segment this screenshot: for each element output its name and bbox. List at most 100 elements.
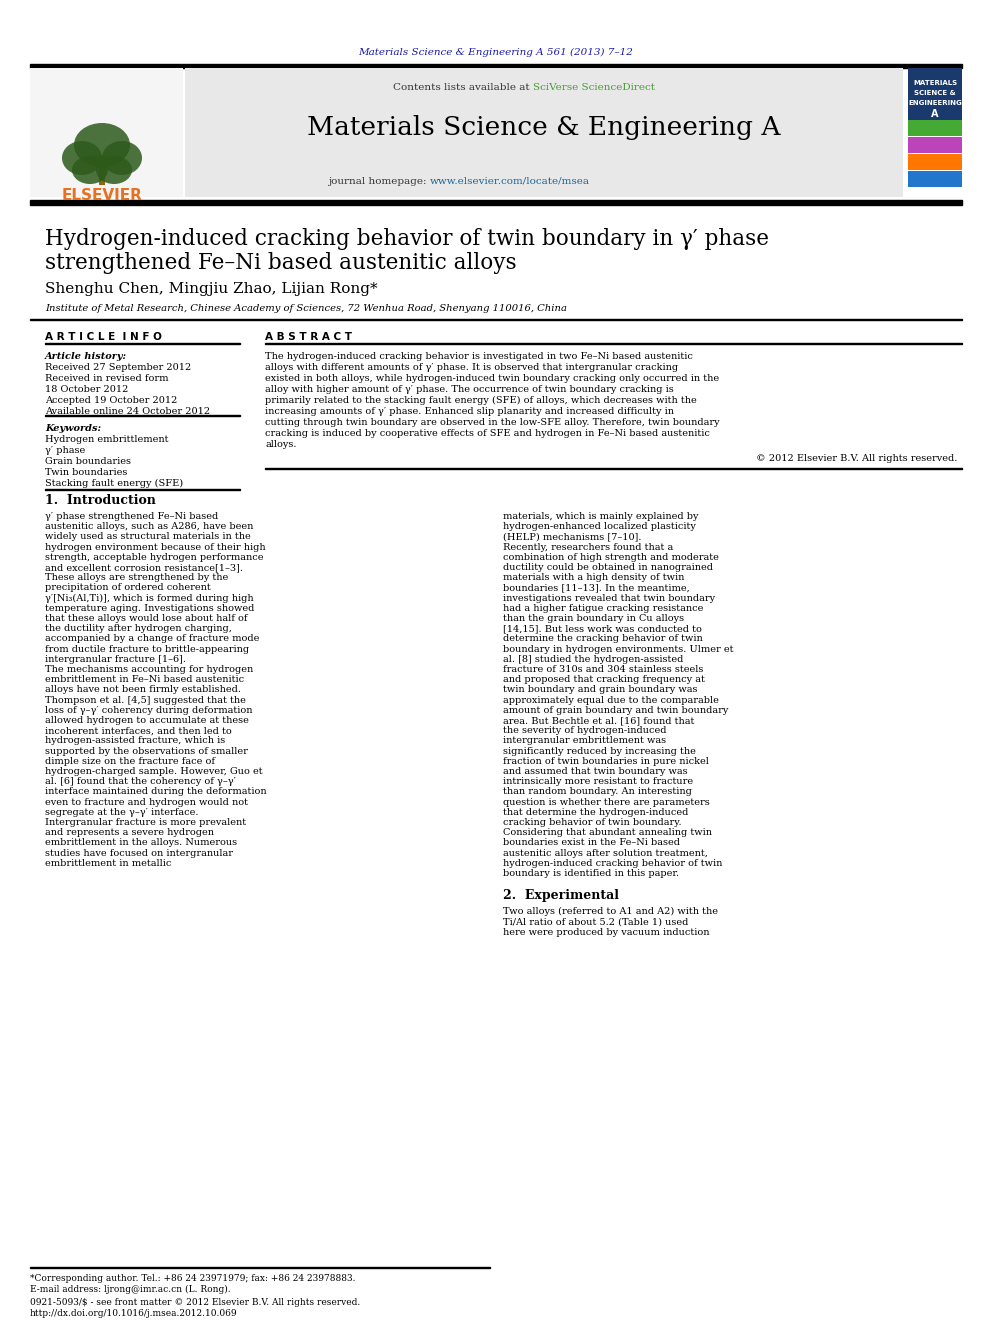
Text: cracking is induced by cooperative effects of SFE and hydrogen in Fe–Ni based au: cracking is induced by cooperative effec…	[265, 429, 710, 438]
Text: SCIENCE &: SCIENCE &	[915, 90, 956, 97]
Text: segregate at the γ–γ′ interface.: segregate at the γ–γ′ interface.	[45, 808, 198, 816]
Text: Article history:: Article history:	[45, 352, 127, 361]
Text: *Corresponding author. Tel.: +86 24 23971979; fax: +86 24 23978883.: *Corresponding author. Tel.: +86 24 2397…	[30, 1274, 355, 1283]
Text: [14,15]. But less work was conducted to: [14,15]. But less work was conducted to	[503, 624, 702, 634]
Text: Ti/Al ratio of about 5.2 (Table 1) used: Ti/Al ratio of about 5.2 (Table 1) used	[503, 917, 688, 926]
Text: that determine the hydrogen-induced: that determine the hydrogen-induced	[503, 808, 688, 816]
Text: materials with a high density of twin: materials with a high density of twin	[503, 573, 684, 582]
Text: dimple size on the fracture face of: dimple size on the fracture face of	[45, 757, 215, 766]
Text: A R T I C L E  I N F O: A R T I C L E I N F O	[45, 332, 162, 343]
Text: Grain boundaries: Grain boundaries	[45, 456, 131, 466]
Text: question is whether there are parameters: question is whether there are parameters	[503, 798, 709, 807]
Ellipse shape	[96, 156, 132, 184]
Text: hydrogen-charged sample. However, Guo et: hydrogen-charged sample. However, Guo et	[45, 767, 263, 777]
Text: intrinsically more resistant to fracture: intrinsically more resistant to fracture	[503, 777, 693, 786]
Text: boundary is identified in this paper.: boundary is identified in this paper.	[503, 869, 680, 878]
Text: 0921-5093/$ - see front matter © 2012 Elsevier B.V. All rights reserved.: 0921-5093/$ - see front matter © 2012 El…	[30, 1298, 360, 1307]
Text: that these alloys would lose about half of: that these alloys would lose about half …	[45, 614, 247, 623]
Bar	[30, 64, 962, 67]
Text: hydrogen environment because of their high: hydrogen environment because of their hi…	[45, 542, 266, 552]
Text: Contents lists available at: Contents lists available at	[393, 83, 533, 93]
Text: http://dx.doi.org/10.1016/j.msea.2012.10.069: http://dx.doi.org/10.1016/j.msea.2012.10…	[30, 1308, 238, 1318]
Text: studies have focused on intergranular: studies have focused on intergranular	[45, 848, 233, 857]
Text: austenitic alloys, such as A286, have been: austenitic alloys, such as A286, have be…	[45, 523, 253, 532]
Text: and assumed that twin boundary was: and assumed that twin boundary was	[503, 767, 687, 777]
Text: journal homepage:: journal homepage:	[328, 177, 430, 187]
Text: Materials Science & Engineering A 561 (2013) 7–12: Materials Science & Engineering A 561 (2…	[358, 48, 634, 57]
Text: Intergranular fracture is more prevalent: Intergranular fracture is more prevalent	[45, 818, 246, 827]
Text: interface maintained during the deformation: interface maintained during the deformat…	[45, 787, 267, 796]
Text: γ′ phase strengthened Fe–Ni based: γ′ phase strengthened Fe–Ni based	[45, 512, 218, 521]
Text: even to fracture and hydrogen would not: even to fracture and hydrogen would not	[45, 798, 248, 807]
Text: strengthened Fe–Ni based austenitic alloys: strengthened Fe–Ni based austenitic allo…	[45, 251, 517, 274]
Text: Twin boundaries: Twin boundaries	[45, 468, 127, 478]
Text: 18 October 2012: 18 October 2012	[45, 385, 128, 394]
Text: primarily related to the stacking fault energy (SFE) of alloys, which decreases : primarily related to the stacking fault …	[265, 396, 696, 405]
Text: Keywords:: Keywords:	[45, 423, 101, 433]
Text: existed in both alloys, while hydrogen-induced twin boundary cracking only occur: existed in both alloys, while hydrogen-i…	[265, 374, 719, 382]
Text: Hydrogen-induced cracking behavior of twin boundary in γ′ phase: Hydrogen-induced cracking behavior of tw…	[45, 228, 769, 250]
Text: alloys.: alloys.	[265, 441, 297, 448]
Text: and represents a severe hydrogen: and represents a severe hydrogen	[45, 828, 214, 837]
Text: ELSEVIER: ELSEVIER	[62, 188, 143, 202]
Text: the severity of hydrogen-induced: the severity of hydrogen-induced	[503, 726, 667, 736]
Text: area. But Bechtle et al. [16] found that: area. But Bechtle et al. [16] found that	[503, 716, 694, 725]
Text: Received 27 September 2012: Received 27 September 2012	[45, 363, 191, 372]
Text: The hydrogen-induced cracking behavior is investigated in two Fe–Ni based austen: The hydrogen-induced cracking behavior i…	[265, 352, 692, 361]
Ellipse shape	[102, 142, 142, 175]
Text: hydrogen-induced cracking behavior of twin: hydrogen-induced cracking behavior of tw…	[503, 859, 722, 868]
Text: accompanied by a change of fracture mode: accompanied by a change of fracture mode	[45, 635, 259, 643]
Text: precipitation of ordered coherent: precipitation of ordered coherent	[45, 583, 210, 593]
Text: alloy with higher amount of γ′ phase. The occurrence of twin boundary cracking i: alloy with higher amount of γ′ phase. Th…	[265, 385, 674, 394]
Text: Materials Science & Engineering A: Materials Science & Engineering A	[308, 115, 781, 140]
Text: and proposed that cracking frequency at: and proposed that cracking frequency at	[503, 675, 705, 684]
Text: al. [6] found that the coherency of γ–γ′: al. [6] found that the coherency of γ–γ′	[45, 777, 236, 786]
Text: Two alloys (referred to A1 and A2) with the: Two alloys (referred to A1 and A2) with …	[503, 908, 718, 917]
Bar	[30, 67, 183, 197]
Text: intergranular fracture [1–6].: intergranular fracture [1–6].	[45, 655, 186, 664]
Ellipse shape	[74, 123, 130, 167]
Bar	[908, 171, 962, 187]
Text: Accepted 19 October 2012: Accepted 19 October 2012	[45, 396, 178, 405]
Text: A B S T R A C T: A B S T R A C T	[265, 332, 352, 343]
Text: (HELP) mechanisms [7–10].: (HELP) mechanisms [7–10].	[503, 532, 642, 541]
Text: boundaries exist in the Fe–Ni based: boundaries exist in the Fe–Ni based	[503, 839, 680, 848]
Text: materials, which is mainly explained by: materials, which is mainly explained by	[503, 512, 698, 521]
Text: from ductile fracture to brittle-appearing: from ductile fracture to brittle-appeari…	[45, 644, 249, 654]
Text: MATERIALS: MATERIALS	[913, 79, 957, 86]
Text: Available online 24 October 2012: Available online 24 October 2012	[45, 407, 210, 415]
Text: ENGINEERING: ENGINEERING	[908, 101, 962, 106]
Text: cutting through twin boundary are observed in the low-SFE alloy. Therefore, twin: cutting through twin boundary are observ…	[265, 418, 719, 427]
Text: had a higher fatigue cracking resistance: had a higher fatigue cracking resistance	[503, 603, 703, 613]
Text: here were produced by vacuum induction: here were produced by vacuum induction	[503, 927, 709, 937]
Text: Institute of Metal Research, Chinese Academy of Sciences, 72 Wenhua Road, Shenya: Institute of Metal Research, Chinese Aca…	[45, 304, 567, 314]
Text: ductility could be obtained in nanograined: ductility could be obtained in nanograin…	[503, 564, 713, 572]
Text: alloys with different amounts of γ′ phase. It is observed that intergranular cra: alloys with different amounts of γ′ phas…	[265, 363, 679, 372]
Text: increasing amounts of γ′ phase. Enhanced slip planarity and increased difficulty: increasing amounts of γ′ phase. Enhanced…	[265, 407, 674, 415]
Text: E-mail address: ljrong@imr.ac.cn (L. Rong).: E-mail address: ljrong@imr.ac.cn (L. Ron…	[30, 1285, 230, 1294]
Bar	[908, 138, 962, 153]
Text: embrittlement in the alloys. Numerous: embrittlement in the alloys. Numerous	[45, 839, 237, 848]
Bar	[908, 67, 962, 123]
Text: investigations revealed that twin boundary: investigations revealed that twin bounda…	[503, 594, 715, 602]
Text: Considering that abundant annealing twin: Considering that abundant annealing twin	[503, 828, 712, 837]
Text: γ′[Ni₃(Al,Ti)], which is formed during high: γ′[Ni₃(Al,Ti)], which is formed during h…	[45, 594, 254, 603]
Text: Recently, researchers found that a: Recently, researchers found that a	[503, 542, 674, 552]
Text: boundary in hydrogen environments. Ulmer et: boundary in hydrogen environments. Ulmer…	[503, 644, 733, 654]
Ellipse shape	[72, 156, 108, 184]
Text: fracture of 310s and 304 stainless steels: fracture of 310s and 304 stainless steel…	[503, 665, 703, 673]
Text: embrittlement in Fe–Ni based austenitic: embrittlement in Fe–Ni based austenitic	[45, 675, 244, 684]
Text: determine the cracking behavior of twin: determine the cracking behavior of twin	[503, 635, 702, 643]
Bar	[908, 120, 962, 136]
Text: amount of grain boundary and twin boundary: amount of grain boundary and twin bounda…	[503, 705, 728, 714]
Text: 1.  Introduction: 1. Introduction	[45, 493, 156, 507]
Ellipse shape	[62, 142, 102, 175]
Text: fraction of twin boundaries in pure nickel: fraction of twin boundaries in pure nick…	[503, 757, 709, 766]
Text: strength, acceptable hydrogen performance: strength, acceptable hydrogen performanc…	[45, 553, 264, 562]
Text: Shenghu Chen, Mingjiu Zhao, Lijian Rong*: Shenghu Chen, Mingjiu Zhao, Lijian Rong*	[45, 282, 378, 296]
Text: austenitic alloys after solution treatment,: austenitic alloys after solution treatme…	[503, 848, 708, 857]
Text: supported by the observations of smaller: supported by the observations of smaller	[45, 746, 248, 755]
Text: www.elsevier.com/locate/msea: www.elsevier.com/locate/msea	[430, 177, 590, 187]
Text: 2.  Experimental: 2. Experimental	[503, 889, 619, 902]
Text: widely used as structural materials in the: widely used as structural materials in t…	[45, 532, 251, 541]
